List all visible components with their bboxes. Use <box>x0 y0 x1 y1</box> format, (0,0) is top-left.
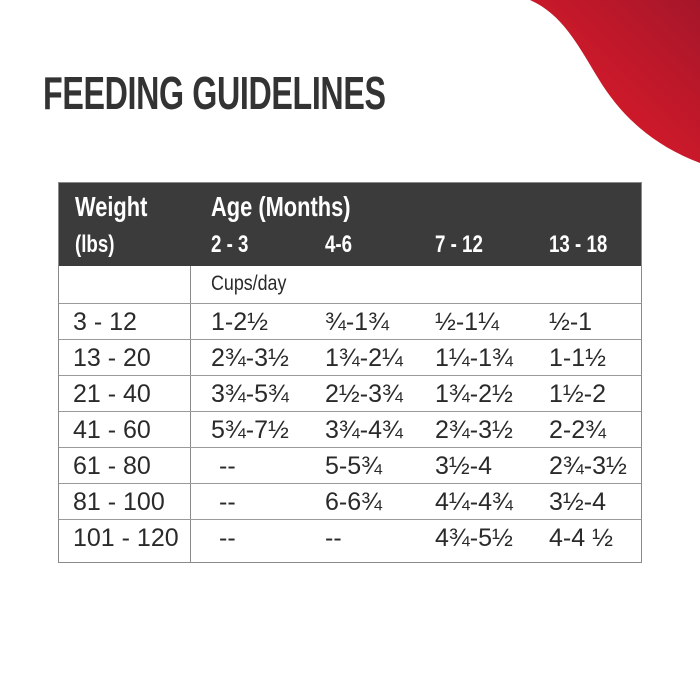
cups-cell: 2½-3¾ <box>325 380 403 408</box>
age-column: 4-6 <box>325 231 353 258</box>
table-row: 101 - 120 -- -- 4¾-5½ 4-4 ½ <box>59 519 641 562</box>
cups-cell: 3¾-5¾ <box>211 380 289 408</box>
cups-cell: ½-1 <box>549 308 593 336</box>
table-row: 21 - 40 3¾-5¾ 2½-3¾ 1¾-2½ 1½-2 <box>59 375 641 411</box>
cups-cell: 2¾-3½ <box>549 452 627 480</box>
age-header: Age (Months) <box>211 191 351 222</box>
cups-cell: 4-4 ½ <box>549 524 613 552</box>
table-row: 61 - 80 -- 5-5¾ 3½-4 2¾-3½ <box>59 447 641 483</box>
unit-row: Cups/day <box>59 266 641 303</box>
weight-cell: 81 - 100 <box>73 488 165 516</box>
weight-cell: 21 - 40 <box>73 380 151 408</box>
weight-cell: 61 - 80 <box>73 452 151 480</box>
page-title: FEEDING GUIDELINES <box>43 67 386 119</box>
unit-label: Cups/day <box>211 272 287 295</box>
cups-cell: 3½-4 <box>435 452 492 480</box>
cups-cell: -- <box>219 452 236 480</box>
cups-cell: 5¾-7½ <box>211 416 289 444</box>
cups-cell: -- <box>219 524 236 552</box>
table-row: 13 - 20 2¾-3½ 1¾-2¼ 1¼-1¾ 1-1½ <box>59 339 641 375</box>
age-column: 13 - 18 <box>549 231 608 258</box>
cups-cell: 2¾-3½ <box>435 416 513 444</box>
age-column: 2 - 3 <box>211 231 249 258</box>
feeding-table: Weight (lbs) Age (Months) 2 - 3 4-6 7 - … <box>58 182 642 563</box>
cups-cell: 3¾-4¾ <box>325 416 403 444</box>
cups-cell: 3½-4 <box>549 488 606 516</box>
table-row: 81 - 100 -- 6-6¾ 4¼-4¾ 3½-4 <box>59 483 641 519</box>
cups-cell: 1-1½ <box>549 344 606 372</box>
cups-cell: ¾-1¾ <box>325 308 389 336</box>
weight-unit: (lbs) <box>75 231 115 258</box>
cups-cell: 1¾-2¼ <box>325 344 403 372</box>
cups-cell: 6-6¾ <box>325 488 382 516</box>
cups-cell: ½-1¼ <box>435 308 499 336</box>
weight-cell: 41 - 60 <box>73 416 151 444</box>
cups-cell: -- <box>325 524 342 552</box>
cups-cell: 1¼-1¾ <box>435 344 513 372</box>
weight-cell: 3 - 12 <box>73 308 137 336</box>
age-column: 7 - 12 <box>435 231 483 258</box>
weight-header: Weight <box>75 191 148 222</box>
table-header: Weight (lbs) Age (Months) 2 - 3 4-6 7 - … <box>59 183 641 266</box>
table-row: 41 - 60 5¾-7½ 3¾-4¾ 2¾-3½ 2-2¾ <box>59 411 641 447</box>
cups-cell: 5-5¾ <box>325 452 382 480</box>
cups-cell: -- <box>219 488 236 516</box>
cups-cell: 1-2½ <box>211 308 268 336</box>
cups-cell: 1½-2 <box>549 380 606 408</box>
weight-cell: 13 - 20 <box>73 344 151 372</box>
cups-cell: 1¾-2½ <box>435 380 513 408</box>
cups-cell: 4¾-5½ <box>435 524 513 552</box>
column-divider <box>190 266 192 562</box>
weight-cell: 101 - 120 <box>73 524 179 552</box>
table-row: 3 - 12 1-2½ ¾-1¾ ½-1¼ ½-1 <box>59 303 641 339</box>
cups-cell: 4¼-4¾ <box>435 488 513 516</box>
cups-cell: 2¾-3½ <box>211 344 289 372</box>
cups-cell: 2-2¾ <box>549 416 606 444</box>
